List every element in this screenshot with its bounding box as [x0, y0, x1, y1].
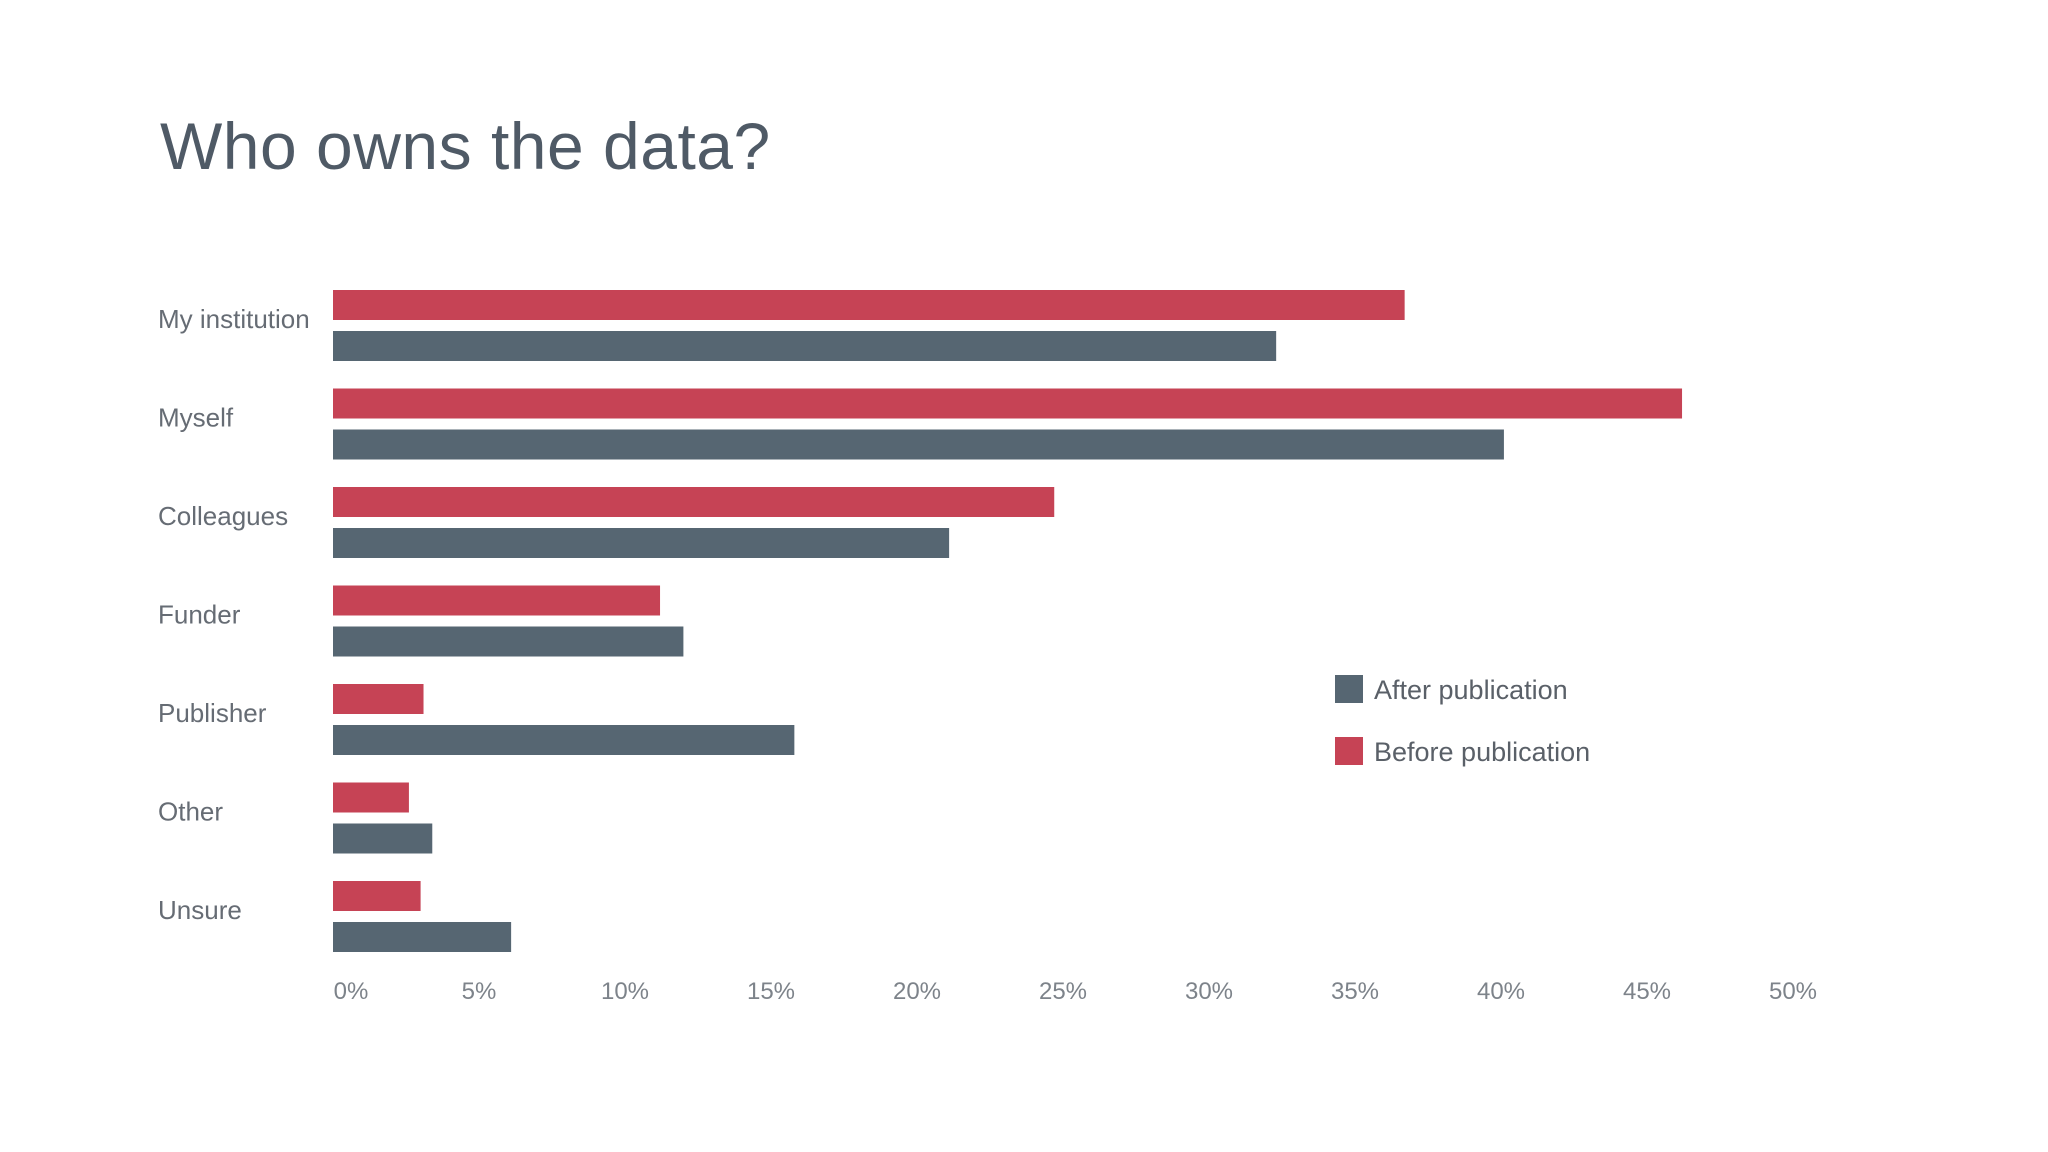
bar-after-3 [333, 626, 684, 657]
legend-label-0: After publication [1374, 675, 1568, 705]
category-label-6: Unsure [158, 895, 242, 925]
x-axis-ticks: 0% 5% 10% 15% 20% 25% 30% 35% 40% 45% 50% [334, 978, 1817, 1005]
bar-before-4 [333, 684, 424, 714]
tick-label-1: 5% [462, 978, 497, 1005]
bar-after-6 [333, 922, 512, 952]
legend-swatch-0 [1335, 675, 1363, 703]
category-label-2: Colleagues [158, 501, 288, 531]
tick-label-10: 50% [1769, 978, 1817, 1005]
tick-label-3: 15% [747, 978, 795, 1005]
bar-after-2 [333, 528, 950, 558]
tick-label-2: 10% [601, 978, 649, 1005]
bar-before-6 [333, 881, 421, 911]
tick-label-5: 25% [1039, 978, 1087, 1005]
category-labels: My institution Myself Colleagues Funder Publ… [158, 304, 310, 925]
category-label-4: Publisher [158, 698, 267, 728]
slide-title: Who owns the data? [160, 109, 771, 183]
bar-before-3 [333, 585, 661, 616]
tick-label-6: 30% [1185, 978, 1233, 1005]
tick-label-7: 35% [1331, 978, 1379, 1005]
bar-after-4 [333, 725, 795, 755]
bar-before-0 [333, 290, 1405, 320]
legend-swatch-1 [1335, 737, 1363, 765]
bars-group [333, 290, 1683, 952]
category-label-1: Myself [158, 403, 234, 433]
tick-label-8: 40% [1477, 978, 1525, 1005]
bar-after-5 [333, 823, 433, 854]
category-label-5: Other [158, 797, 223, 827]
bar-before-2 [333, 487, 1055, 517]
category-label-3: Funder [158, 600, 241, 630]
tick-label-4: 20% [893, 978, 941, 1005]
bar-after-1 [333, 429, 1504, 460]
legend: After publication Before publication [1335, 675, 1590, 767]
bar-after-0 [333, 331, 1277, 361]
legend-label-1: Before publication [1374, 737, 1590, 767]
tick-label-0: 0% [334, 978, 369, 1005]
category-label-0: My institution [158, 304, 310, 334]
tick-label-9: 45% [1623, 978, 1671, 1005]
bar-before-5 [333, 782, 409, 813]
bar-before-1 [333, 388, 1683, 419]
